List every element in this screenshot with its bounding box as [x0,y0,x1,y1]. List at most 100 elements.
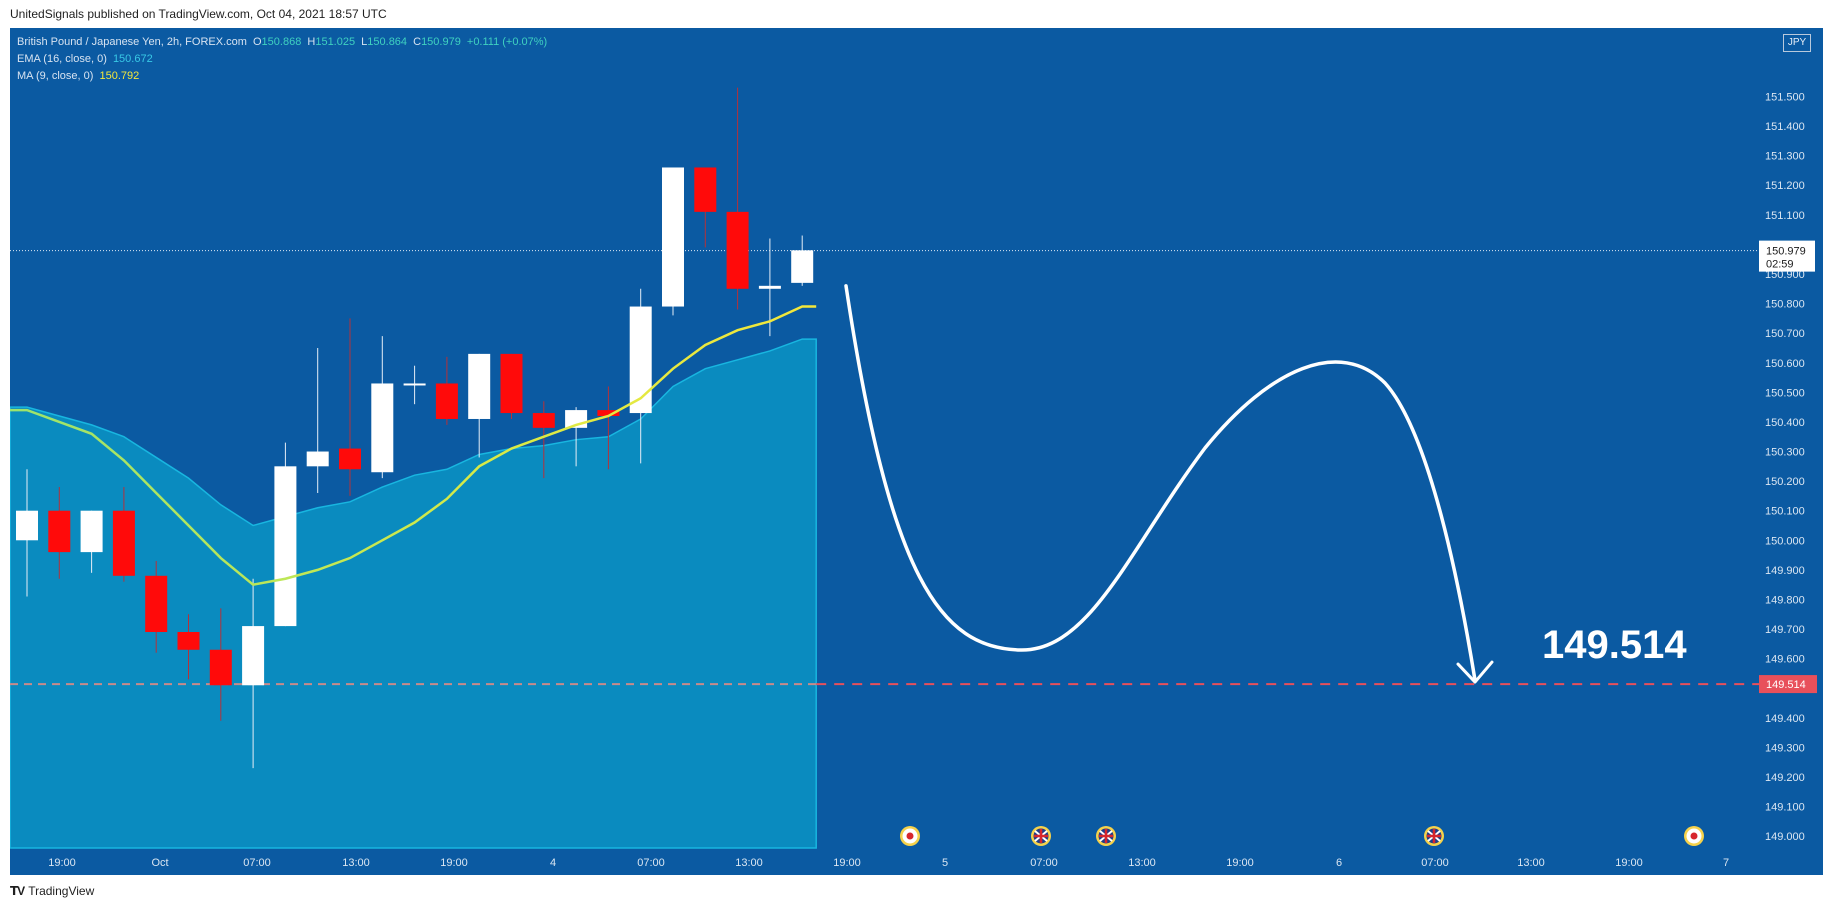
x-axis-tick-label: 19:00 [48,857,76,869]
y-axis-tick-label: 150.400 [1765,417,1805,429]
currency-button[interactable]: JPY [1783,34,1811,52]
y-axis-tick-label: 150.500 [1765,387,1805,399]
y-axis-tick-label: 151.500 [1765,91,1805,103]
y-axis-tick-label: 149.900 [1765,565,1805,577]
candle[interactable] [403,383,426,386]
candle[interactable] [274,466,297,627]
target-price-tag [1759,675,1817,694]
candle[interactable] [694,167,717,212]
y-axis-tick-label: 150.100 [1765,506,1805,518]
y-axis-tick-label: 151.400 [1765,121,1805,133]
flag-disc [1690,832,1698,840]
x-axis-tick-label: 5 [942,857,948,869]
y-axis-tick-label: 149.700 [1765,624,1805,636]
close-value: 150.979 [421,36,461,48]
open-value: 150.868 [261,36,302,48]
projection-curve [844,284,1477,682]
candle[interactable] [500,353,523,414]
ma-line [10,305,817,587]
candle[interactable] [468,353,491,419]
x-axis-tick-label: 7 [1723,857,1729,869]
candle[interactable] [758,285,781,289]
y-axis-tick-label: 150.000 [1765,535,1805,547]
x-axis-tick-label: 13:00 [1128,857,1156,869]
y-axis-tick-label: 149.800 [1765,594,1805,606]
projection-arrowhead-icon [1456,660,1494,684]
high-label: H [307,36,316,48]
y-axis-tick-label: 151.300 [1765,151,1805,163]
candle[interactable] [306,451,329,467]
close-label: C [413,36,422,48]
candle[interactable] [16,510,38,541]
symbol-title[interactable]: British Pound / Japanese Yen, 2h, FOREX.… [17,36,247,48]
candle[interactable] [177,632,200,650]
x-axis-tick-label: 13:00 [342,857,370,869]
x-axis-tick-label: 07:00 [1030,857,1058,869]
candle[interactable] [371,383,394,473]
x-axis-tick-label: 13:00 [735,857,763,869]
chart-legend: British Pound / Japanese Yen, 2h, FOREX.… [17,34,550,85]
price-chart[interactable]: 149.514 151.500 151.400 151.300 151.200 151.1… [10,28,1823,875]
chart-panel[interactable]: 149.514 151.500 151.400 151.300 151.200 151.1… [10,28,1823,875]
current-price-tag-value: 150.979 [1766,246,1806,258]
countdown-label: 02:59 [1766,259,1794,271]
y-axis-tick-label: 150.600 [1765,358,1805,370]
y-axis-tick-label: 149.300 [1765,742,1805,754]
x-axis-tick-label: 19:00 [833,857,861,869]
x-axis-tick-label: 6 [1336,857,1342,869]
publish-caption: UnitedSignals published on TradingView.c… [10,7,387,21]
candle[interactable] [726,211,749,289]
brand-label: TradingView [28,884,95,898]
low-value: 150.864 [367,36,408,48]
change-value: +0.111 (+0.07%) [466,36,548,48]
x-axis-tick-label: 4 [550,857,556,869]
x-axis-tick-label: 19:00 [1615,857,1643,869]
candle[interactable] [145,575,168,633]
y-axis-tick-label: 150.800 [1765,299,1805,311]
ema-value: 150.672 [112,53,153,65]
ema-row[interactable]: EMA (16, close, 0) 150.672 [17,51,550,68]
y-axis-tick-label: 150.700 [1765,328,1805,340]
target-price-label: 149.514 [1542,623,1687,667]
ma-label: MA (9, close, 0) [17,70,94,82]
ema-area [10,338,817,849]
y-axis-tick-label: 150.200 [1765,476,1805,488]
x-axis-tick-label: Oct [151,857,168,869]
candle[interactable] [597,410,620,417]
x-axis-tick-label: 07:00 [637,857,665,869]
candle[interactable] [629,306,652,414]
flag-cross [1034,829,1048,843]
candle[interactable] [209,649,232,686]
candle[interactable] [662,167,684,307]
high-value: 151.025 [315,36,356,48]
candle[interactable] [532,413,555,428]
y-axis-tick-label: 149.000 [1765,831,1805,843]
candle[interactable] [80,510,103,553]
candle[interactable] [112,510,135,576]
y-axis-tick-label: 151.200 [1765,180,1805,192]
flag-disc [906,832,914,840]
target-price-tag-value: 149.514 [1766,679,1806,691]
x-axis-tick-label: 19:00 [1226,857,1254,869]
ma-value: 150.792 [99,70,140,82]
candle[interactable] [435,383,458,419]
open-label: O [252,36,262,48]
tradingview-logo-icon: 𝗧V [10,884,25,898]
x-axis-tick-label: 07:00 [243,857,271,869]
x-axis-band [10,850,822,874]
x-axis-tick-label: 07:00 [1421,857,1449,869]
x-axis-tick-label: 13:00 [1517,857,1545,869]
y-axis-tick-label: 149.600 [1765,654,1805,666]
tradingview-brand[interactable]: 𝗧V TradingView [10,884,94,898]
y-axis-tick-label: 149.100 [1765,802,1805,814]
candle[interactable] [791,250,814,283]
candle[interactable] [48,510,71,553]
y-axis-tick-label: 150.300 [1765,447,1805,459]
candle[interactable] [242,626,265,686]
low-label: L [361,36,368,48]
candle[interactable] [339,448,361,470]
x-axis-tick-label: 19:00 [440,857,468,869]
ma-row[interactable]: MA (9, close, 0) 150.792 [17,68,550,85]
y-axis-tick-label: 149.400 [1765,713,1805,725]
y-axis-tick-label: 151.100 [1765,210,1805,222]
